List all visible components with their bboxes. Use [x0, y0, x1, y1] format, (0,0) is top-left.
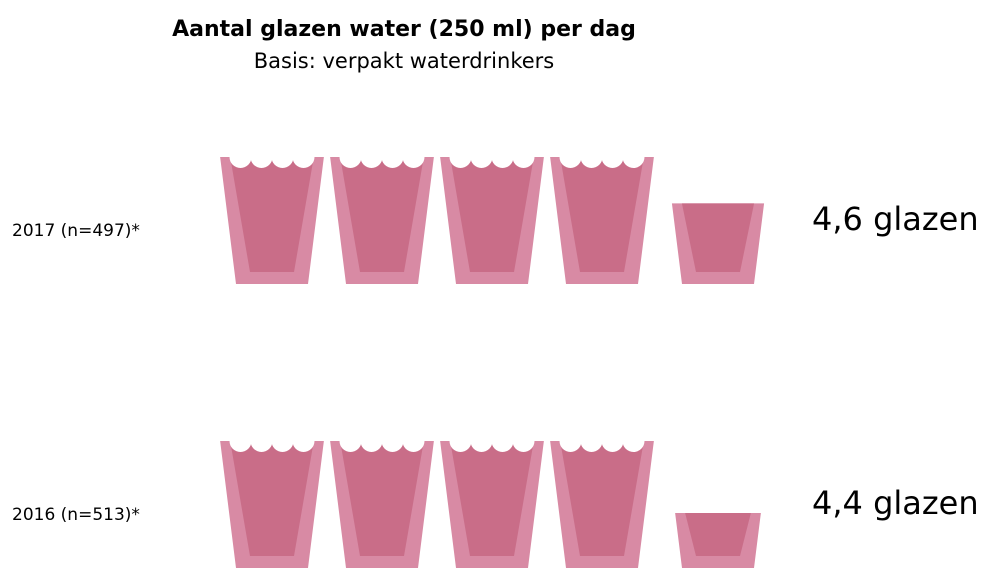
water-glass-icon — [439, 430, 545, 568]
glass-rim — [549, 436, 655, 441]
water-glass-icon — [675, 512, 761, 568]
glass-water — [230, 440, 314, 556]
row-label: 2016 (n=513)* — [12, 505, 140, 525]
pictograph-row: 2017 (n=497)* 4,6 glazen — [12, 146, 979, 284]
glass-water — [340, 440, 424, 556]
chart-subtitle: Basis: verpakt waterdrinkers — [253, 49, 555, 73]
glass-water — [450, 156, 534, 272]
water-glass-icon — [219, 146, 325, 284]
glass-rim — [549, 152, 655, 157]
glass-water — [560, 156, 644, 272]
glass-water — [340, 156, 424, 272]
glass-rim — [329, 436, 435, 441]
glass-water — [685, 512, 751, 556]
water-glass-icon — [439, 146, 545, 284]
water-glass-icon — [549, 430, 655, 568]
water-glass-icon — [329, 146, 435, 284]
glass-rim — [439, 152, 545, 157]
water-glass-icon — [671, 203, 765, 284]
water-glass-icon — [219, 430, 325, 568]
glass-rim — [329, 152, 435, 157]
row-label: 2017 (n=497)* — [12, 221, 140, 241]
chart-title: Aantal glazen water (250 ml) per dag — [172, 17, 636, 42]
water-glass-icon — [549, 146, 655, 284]
row-value-label: 4,6 glazen — [812, 200, 979, 238]
glass-rim — [219, 152, 325, 157]
row-value-label: 4,4 glazen — [812, 484, 979, 522]
pictograph-row: 2016 (n=513)* 4,4 glazen — [12, 430, 979, 568]
glass-water — [560, 440, 644, 556]
water-glass-icon — [329, 430, 435, 568]
glass-water — [450, 440, 534, 556]
glass-rim — [219, 436, 325, 441]
glass-water — [681, 203, 755, 272]
glass-rim — [439, 436, 545, 441]
glass-water — [230, 156, 314, 272]
